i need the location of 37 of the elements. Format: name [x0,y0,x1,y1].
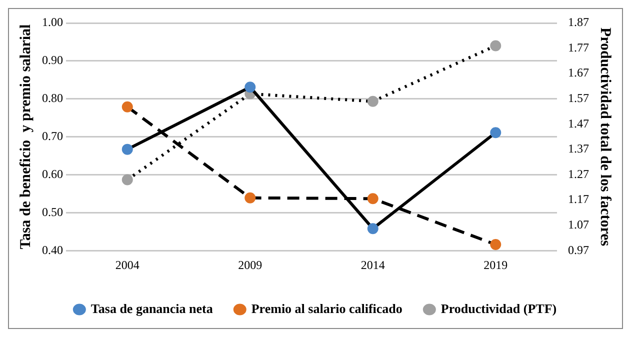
point [490,127,502,138]
y2-tick-label: 1.47 [568,116,589,130]
y-tick-label: 0.90 [42,53,63,68]
legend-label: Premio al salario calificado [251,300,402,316]
x-tick-label: 2014 [360,258,385,272]
y2-tick-label: 1.37 [568,142,589,156]
point [490,40,502,52]
point [367,96,378,107]
x-tick-label: 2019 [484,258,508,272]
y-tick-label: 0.60 [42,166,63,181]
point [244,82,256,93]
point [122,174,133,186]
y2-tick-label: 1.57 [568,91,589,106]
y2-tick-label: 1.07 [568,217,589,232]
y2-tick-label: 1.77 [568,40,589,54]
point [122,144,133,155]
point [490,239,502,250]
y-axis-title: Tasa de beneficio y premio salarial [18,24,34,250]
y-tick-label: 0.70 [42,128,63,143]
y2-tick-label: 1.67 [568,66,589,80]
y2-tick-label: 1.17 [568,192,589,206]
x-tick-label: 2009 [238,258,262,272]
y-tick-label: 0.50 [42,204,63,219]
point [122,101,133,112]
y-tick-label: 0.40 [42,242,63,257]
legend-label: Tasa de ganancia neta [90,300,214,316]
y-tick-label: 0.80 [42,91,63,106]
y2-axis-title: Productividad total de los factores [597,27,614,246]
x-tick-label: 2004 [115,258,140,272]
y-tick-label: 1.00 [42,15,63,30]
y2-tick-label: 0.97 [568,242,589,257]
point [367,193,378,204]
legend-label: Productividad (PTF) [440,300,557,316]
point [367,223,378,234]
y2-tick-label: 1.27 [568,166,589,181]
y2-tick-label: 1.87 [568,15,589,30]
point [244,192,256,204]
